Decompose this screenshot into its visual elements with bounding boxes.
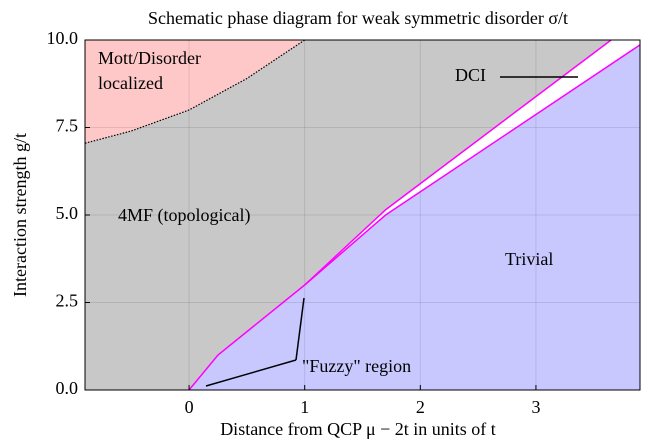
region-label: 4MF (topological) <box>118 205 251 226</box>
boundary-line <box>85 40 306 144</box>
chart-title: Schematic phase diagram for weak symmetr… <box>148 8 568 28</box>
y-tick-label: 0.0 <box>56 378 79 398</box>
x-tick-label: 1 <box>300 397 309 417</box>
x-tick-label: 2 <box>416 397 425 417</box>
region-label: Mott/Disorder localized <box>98 48 201 93</box>
boundary-line <box>304 40 612 286</box>
pointer-line <box>205 359 297 387</box>
x-tick-label: 0 <box>185 397 194 417</box>
x-tick-label: 3 <box>531 397 540 417</box>
overlay: 0 1 2 3 0.0 2.5 5.0 7.5 10.0 Mott/Disorder locali… <box>47 28 641 417</box>
y-tick-label: 10.0 <box>47 28 79 48</box>
region-label: DCI <box>455 65 486 85</box>
boundary-line <box>188 44 640 390</box>
y-tick-label: 7.5 <box>56 116 79 136</box>
y-axis-label: Interaction strength g/t <box>10 133 30 297</box>
region-fill <box>189 44 640 390</box>
y-tick-label: 5.0 <box>56 203 79 223</box>
region-label: Trivial <box>505 249 553 269</box>
region-fill <box>85 40 305 144</box>
x-axis-label: Distance from QCP μ − 2t in units of t <box>220 419 496 439</box>
plot-area <box>85 40 640 390</box>
region-label: Mott/Disorder localized <box>98 48 201 93</box>
annotation: "Fuzzy" region <box>302 356 411 376</box>
y-tick-label: 2.5 <box>56 291 79 311</box>
pointer-line <box>295 297 305 361</box>
